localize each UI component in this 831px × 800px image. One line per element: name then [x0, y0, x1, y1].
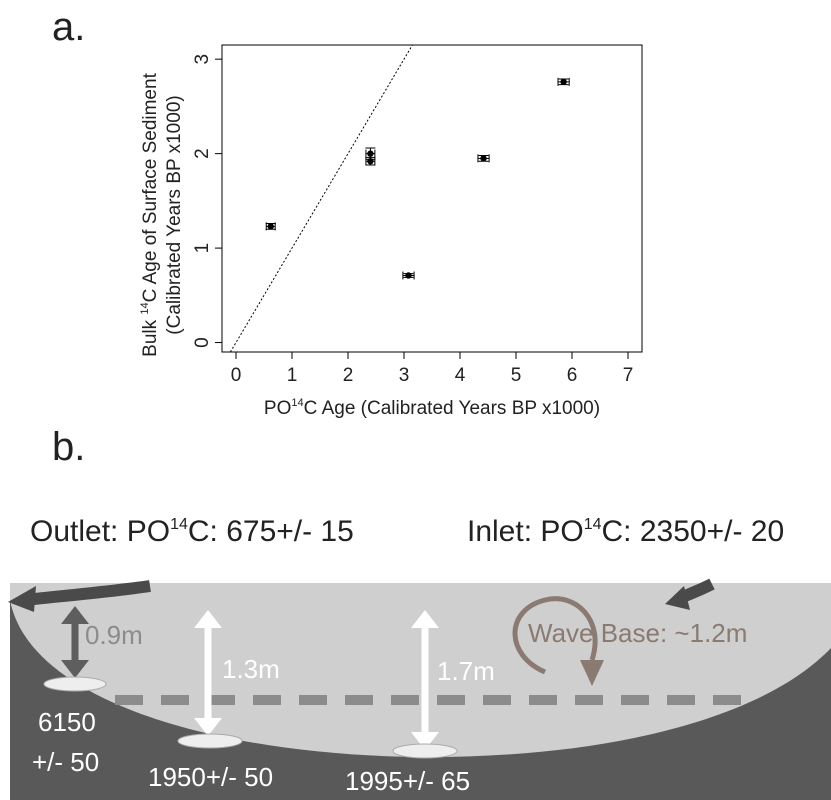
y-tick-label: 2 [192, 148, 213, 159]
x-tick-label: 0 [231, 365, 242, 386]
point [267, 223, 274, 230]
point [480, 155, 487, 162]
y-tick-label: 3 [192, 54, 213, 65]
wave-arrow [512, 596, 598, 675]
sample-label: 1950+/- 50 [148, 762, 273, 792]
sample-disk [177, 733, 243, 749]
x-tick-label: 3 [399, 365, 410, 386]
depth-arrows [61, 606, 439, 750]
y-label-sup: 14 [139, 302, 151, 314]
panel-label: a. [52, 5, 85, 49]
outlet-arrow [24, 580, 151, 606]
one-to-one-line [229, 44, 413, 353]
x-axis-label: PO14C Age (Calibrated Years BP x1000) [264, 397, 600, 419]
sample-disk [392, 743, 458, 759]
sample-label: +/- 50 [32, 747, 99, 777]
outlet-part: C: 675+/- 15 [188, 515, 354, 548]
point [560, 78, 567, 86]
outlet-part: Outlet: PO [30, 515, 170, 548]
depth-label: 0.9m [85, 620, 143, 650]
scatter-chart: Bulk 14C Age of Surface Sediment (Calibr… [139, 44, 643, 419]
y-axis-label: Bulk 14C Age of Surface Sediment [139, 72, 161, 356]
x-tick-label: 6 [567, 365, 578, 386]
x-tick-label: 1 [287, 365, 298, 386]
inlet-part: C: 2350+/- 20 [602, 515, 785, 548]
sample-label: 1995+/- 65 [345, 766, 470, 796]
inlet-part: Inlet: PO [467, 515, 584, 548]
wave-base-label: Wave Base: ~1.2m [528, 618, 747, 648]
x-tick-label: 4 [455, 365, 466, 386]
depth-arrow-heads [61, 606, 89, 678]
inlet-arrow-head [665, 586, 690, 610]
point [367, 150, 374, 157]
x-label-part: PO [264, 398, 291, 419]
point [405, 272, 412, 279]
x-label-sup: 14 [291, 397, 303, 409]
point [367, 157, 374, 165]
y-label-part: C Age of Surface Sediment [140, 72, 161, 302]
outlet-label: Outlet: PO14C: 675+/- 15 [30, 515, 354, 548]
sample-disk [43, 676, 107, 692]
outlet-arrow-head [8, 586, 36, 612]
depth-label: 1.7m [437, 656, 495, 686]
x-tick-label: 7 [623, 365, 634, 386]
wave-arrow-head [580, 660, 604, 686]
sample-label: 6150 [38, 707, 96, 737]
y-label-part: Bulk [140, 315, 161, 357]
x-tick-label: 2 [343, 365, 354, 386]
y-axis-label: (Calibrated Years BP x1000) [164, 95, 185, 334]
y-tick-label: 0 [192, 337, 213, 348]
y-tick-label: 1 [192, 243, 213, 254]
outlet-sup: 14 [170, 516, 188, 533]
depth-label: 1.3m [222, 654, 280, 684]
lake-diagram: Outlet: PO14C: 675+/- 15 Inlet: PO14C: 2… [8, 515, 831, 800]
inlet-sup: 14 [584, 516, 602, 533]
x-tick-label: 5 [511, 365, 522, 386]
inlet-label: Inlet: PO14C: 2350+/- 20 [467, 515, 784, 548]
plot-frame [221, 44, 643, 353]
panel-label: b. [52, 425, 85, 469]
x-label-part: C Age (Calibrated Years BP x1000) [304, 398, 600, 419]
